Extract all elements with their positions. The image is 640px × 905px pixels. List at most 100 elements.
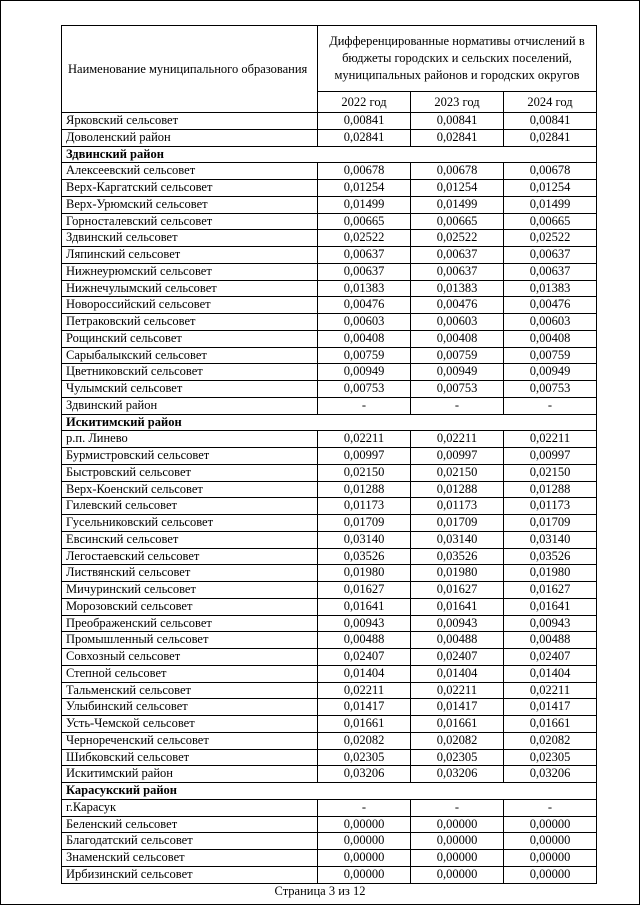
normative-value: 0,01173 <box>410 497 504 515</box>
municipality-name: Легостаевский сельсовет <box>61 547 318 566</box>
normative-value: 0,00997 <box>503 447 597 465</box>
normative-value: 0,00476 <box>503 296 597 314</box>
normative-value: 0,03140 <box>503 530 597 549</box>
table-row: Доволенский район 0,02841 0,02841 0,02841 <box>61 128 597 147</box>
table-row: Тальменский сельсовет 0,02211 0,02211 0,022… <box>61 681 597 700</box>
normative-value: 0,00637 <box>410 262 504 281</box>
municipality-name: Чернореченский сельсовет <box>61 731 318 750</box>
normative-value: 0,00637 <box>317 246 411 264</box>
table-row: Верх-Коенский сельсовет 0,01288 0,01288 0,0… <box>61 480 597 499</box>
table-row: Нижнеурюмский сельсовет 0,00637 0,00637 0,0… <box>61 262 597 281</box>
municipality-name: Улыбинский сельсовет <box>61 698 318 716</box>
table-row: Ляпинский сельсовет 0,00637 0,00637 0,00637 <box>61 246 597 264</box>
table-row: Рощинский сельсовет 0,00408 0,00408 0,00408 <box>61 329 597 348</box>
section-row: Здвинский район <box>61 145 597 164</box>
table-row: Легостаевский сельсовет 0,03526 0,03526 0,0… <box>61 547 597 566</box>
municipality-name: Благодатский сельсовет <box>61 832 318 850</box>
normative-value: - <box>410 396 504 415</box>
normative-value: 0,01980 <box>503 564 597 582</box>
normative-value: 0,01288 <box>410 480 504 499</box>
normative-value: 0,02150 <box>503 463 597 482</box>
table-row: Чулымский сельсовет 0,00753 0,00753 0,00753 <box>61 380 597 398</box>
municipality-name: Цветниковский сельсовет <box>61 363 318 381</box>
normative-value: 0,01383 <box>503 279 597 298</box>
normative-value: 0,02522 <box>317 229 411 247</box>
table-row: Верх-Каргатский сельсовет 0,01254 0,01254 0… <box>61 179 597 197</box>
normative-value: 0,02407 <box>317 648 411 666</box>
municipality-name: Евсинский сельсовет <box>61 530 318 549</box>
municipality-name: Быстровский сельсовет <box>61 463 318 482</box>
table-row: г.Карасук - - - <box>61 798 597 817</box>
normative-value: 0,02407 <box>503 648 597 666</box>
normative-value: - <box>317 798 411 817</box>
municipality-name: Тальменский сельсовет <box>61 681 318 700</box>
normative-value: 0,02082 <box>410 731 504 750</box>
normative-value: 0,00759 <box>317 346 411 365</box>
table-row: Алексеевский сельсовет 0,00678 0,00678 0,00… <box>61 162 597 180</box>
normative-value: 0,01499 <box>317 195 411 214</box>
normative-value: 0,00603 <box>317 313 411 331</box>
normative-value: 0,00000 <box>503 815 597 834</box>
table-row: Усть-Чемской сельсовет 0,01661 0,01661 0,01… <box>61 715 597 733</box>
normative-value: 0,03526 <box>410 547 504 566</box>
normative-value: 0,00000 <box>317 832 411 850</box>
municipality-name: Сарыбалыкский сельсовет <box>61 346 318 365</box>
normative-value: 0,00000 <box>410 832 504 850</box>
normative-value: - <box>410 798 504 817</box>
header-row-top: Наименование муниципального образования … <box>61 25 597 113</box>
normative-value: 0,03526 <box>317 547 411 566</box>
normative-value: 0,00637 <box>410 246 504 264</box>
normative-value: 0,01499 <box>410 195 504 214</box>
table-row: Новороссийский сельсовет 0,00476 0,00476 0,… <box>61 296 597 314</box>
municipality-name: Степной сельсовет <box>61 664 318 683</box>
municipality-name: Ирбизинский сельсовет <box>61 865 318 884</box>
column-header-year: 2024 год <box>503 91 597 113</box>
normative-value: 0,02211 <box>317 430 411 448</box>
municipality-name: Новороссийский сельсовет <box>61 296 318 314</box>
normative-value: 0,02841 <box>410 128 504 147</box>
table-row: Промышленный сельсовет 0,00488 0,00488 0,00… <box>61 631 597 649</box>
municipality-name: Ляпинский сельсовет <box>61 246 318 264</box>
section-title: Здвинский район <box>61 145 597 164</box>
normative-value: 0,02082 <box>503 731 597 750</box>
normative-value: 0,00841 <box>503 112 597 130</box>
normative-value: 0,01661 <box>503 715 597 733</box>
municipality-name: Горносталевский сельсовет <box>61 212 318 231</box>
normative-value: 0,00000 <box>503 865 597 884</box>
table-row: Совхозный сельсовет 0,02407 0,02407 0,02407 <box>61 648 597 666</box>
municipality-name: Доволенский район <box>61 128 318 147</box>
normatives-table: Наименование муниципального образования … <box>61 25 597 884</box>
normative-value: 0,02407 <box>410 648 504 666</box>
normative-value: 0,01417 <box>317 698 411 716</box>
normative-value: 0,03206 <box>503 765 597 783</box>
municipality-name: Листвянский сельсовет <box>61 564 318 582</box>
normative-value: 0,03206 <box>317 765 411 783</box>
normative-value: 0,01709 <box>503 514 597 532</box>
normative-value: 0,00949 <box>503 363 597 381</box>
header-row-years: 2022 год 2023 год 2024 год <box>62 91 597 113</box>
municipality-name: Шибковский сельсовет <box>61 748 318 767</box>
normative-value: 0,01709 <box>410 514 504 532</box>
municipality-name: Верх-Коенский сельсовет <box>61 480 318 499</box>
normative-value: 0,00408 <box>317 329 411 348</box>
municipality-name: Нижнеурюмский сельсовет <box>61 262 318 281</box>
normative-value: 0,00678 <box>317 162 411 180</box>
normative-value: 0,02522 <box>503 229 597 247</box>
table-row: Гусельниковский сельсовет 0,01709 0,01709 0… <box>61 514 597 532</box>
normative-value: 0,00000 <box>410 865 504 884</box>
municipality-name: Верх-Урюмский сельсовет <box>61 195 318 214</box>
normative-value: 0,00000 <box>317 865 411 884</box>
municipality-name: Алексеевский сельсовет <box>61 162 318 180</box>
table-row: Верх-Урюмский сельсовет 0,01499 0,01499 0,0… <box>61 195 597 214</box>
normative-value: 0,00637 <box>503 246 597 264</box>
normative-value: 0,01288 <box>503 480 597 499</box>
municipality-name: Гилевский сельсовет <box>61 497 318 515</box>
normative-value: 0,00753 <box>503 380 597 398</box>
municipality-name: Морозовский сельсовет <box>61 597 318 616</box>
table-row: Преображенский сельсовет 0,00943 0,00943 0,… <box>61 614 597 633</box>
normative-value: 0,01661 <box>410 715 504 733</box>
municipality-name: Преображенский сельсовет <box>61 614 318 633</box>
normative-value: 0,02305 <box>410 748 504 767</box>
normative-value: 0,01661 <box>317 715 411 733</box>
table-row: Ирбизинский сельсовет 0,00000 0,00000 0,000… <box>61 865 597 884</box>
